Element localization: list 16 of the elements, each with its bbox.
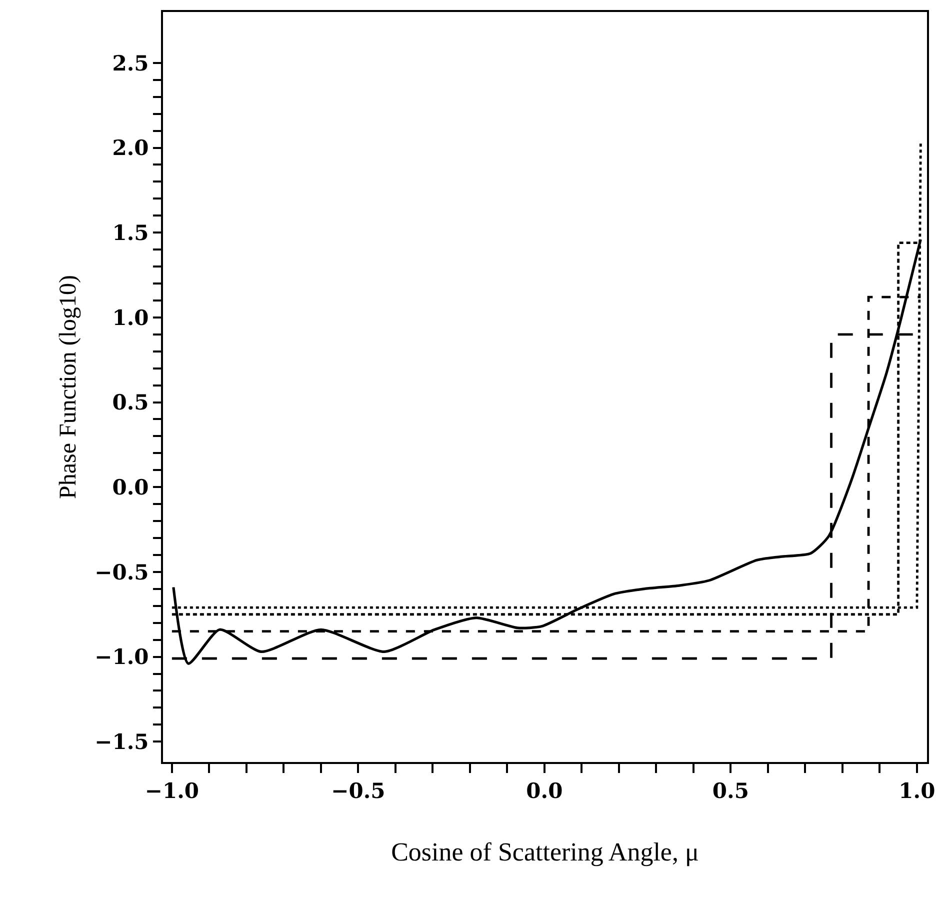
y-tick-label: 0.0 bbox=[112, 474, 149, 500]
y-tick-label: −1.0 bbox=[94, 644, 149, 670]
y-tick-label: 1.0 bbox=[112, 304, 149, 330]
x-tick-label: −1.0 bbox=[144, 778, 200, 804]
x-tick-label: 0.0 bbox=[526, 778, 563, 804]
y-tick-label: 1.5 bbox=[112, 220, 149, 245]
y-tick-label: −1.5 bbox=[94, 728, 149, 754]
x-tick-label: 0.5 bbox=[712, 778, 749, 804]
x-axis-title: Cosine of Scattering Angle, μ bbox=[391, 837, 699, 866]
x-tick-label: −0.5 bbox=[331, 778, 386, 804]
y-tick-label: 0.5 bbox=[112, 390, 149, 415]
x-tick-label: 1.0 bbox=[898, 778, 936, 804]
y-tick-label: 2.5 bbox=[112, 50, 149, 76]
y-axis-title: Phase Function (log10) bbox=[55, 275, 82, 499]
y-tick-label: 2.0 bbox=[112, 135, 149, 160]
y-tick-label: −0.5 bbox=[94, 559, 149, 584]
